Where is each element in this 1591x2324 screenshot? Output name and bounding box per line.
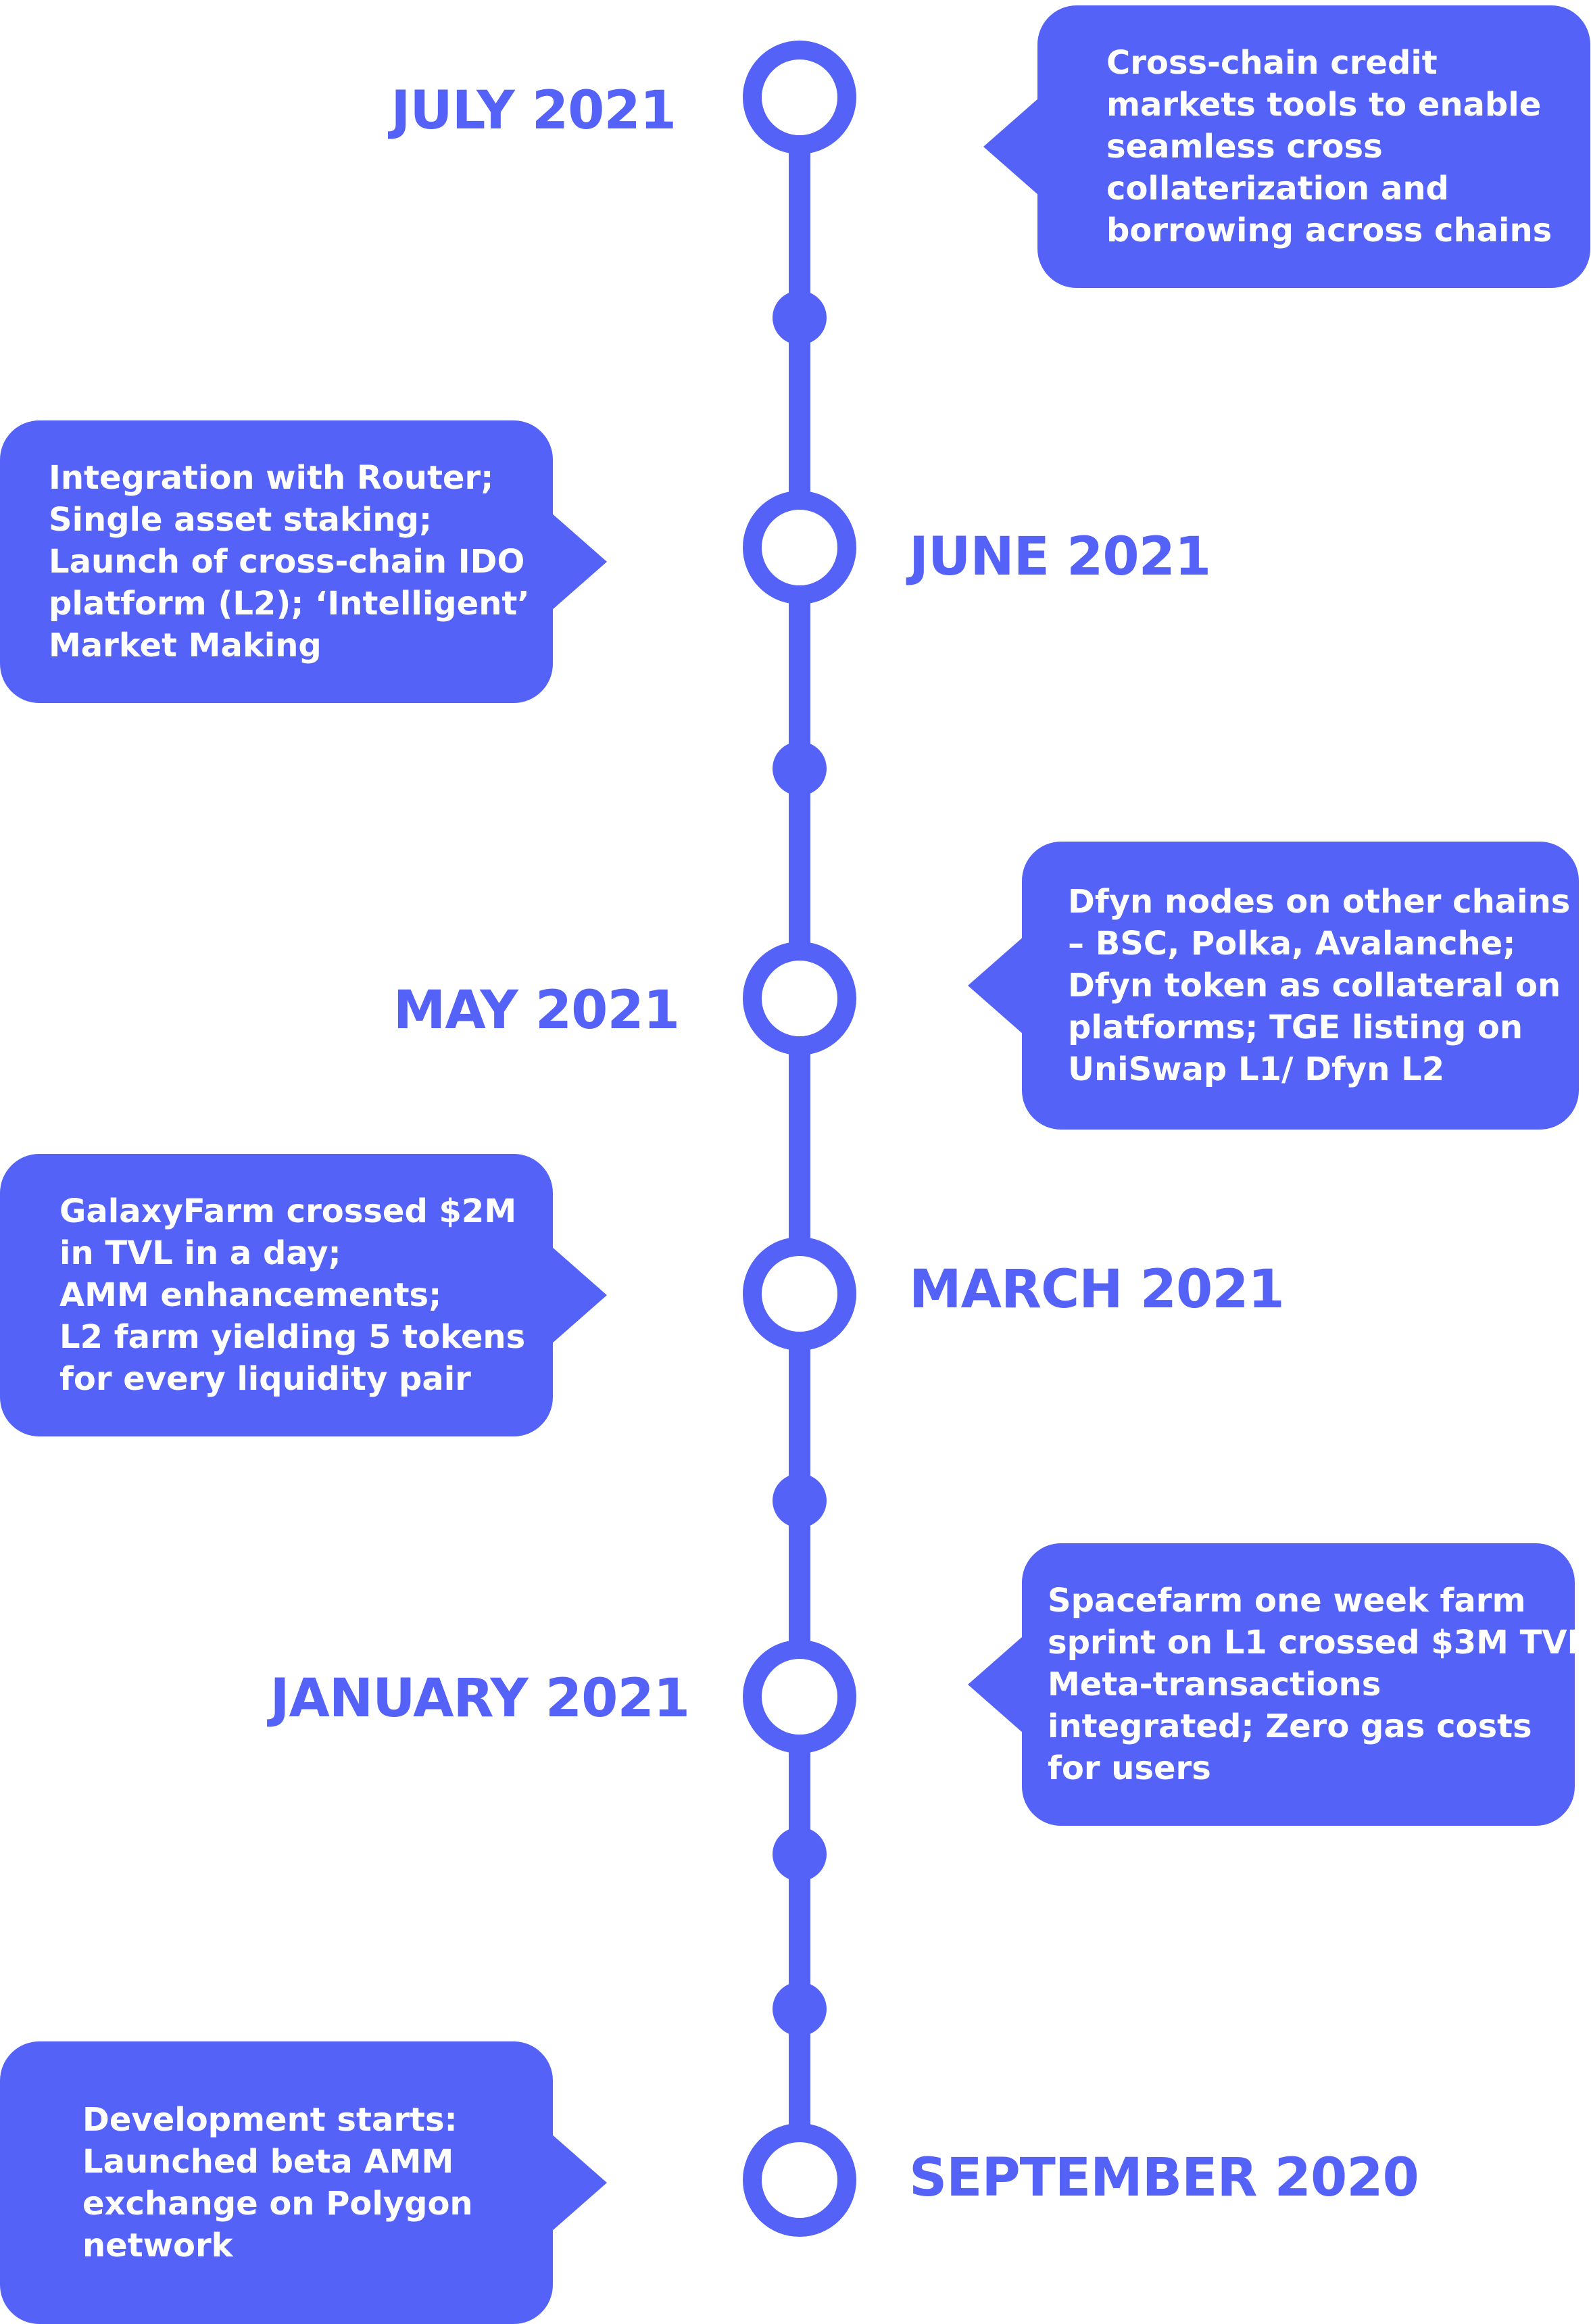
milestone-date-september-2020: SEPTEMBER 2020 bbox=[909, 2148, 1419, 2208]
milestone-card-line: exchange on Polygon bbox=[82, 2185, 473, 2223]
milestone-date-july-2021: JULY 2021 bbox=[391, 80, 677, 141]
milestone-card-june-2021: Integration with Router; Single asset st… bbox=[0, 420, 553, 703]
milestone-card-march-2021: GalaxyFarm crossed $2M in TVL in a day; … bbox=[0, 1154, 553, 1436]
milestone-card-line: Meta-transactions bbox=[1048, 1666, 1381, 1703]
timeline-node-ring bbox=[743, 491, 856, 604]
milestone-card-line: network bbox=[82, 2227, 233, 2265]
milestone-card-line: Spacefarm one week farm bbox=[1048, 1582, 1526, 1620]
milestone-card-line: borrowing across chains bbox=[1106, 212, 1552, 249]
milestone-card-line: Single asset staking; bbox=[49, 501, 433, 539]
timeline-dot bbox=[773, 1827, 827, 1881]
milestone-card-may-2021: Dfyn nodes on other chains – BSC, Polka,… bbox=[1022, 842, 1579, 1130]
milestone-date-june-2021: JUNE 2021 bbox=[909, 527, 1211, 587]
timeline-dot bbox=[773, 1474, 827, 1528]
milestone-card-line: Launch of cross-chain IDO bbox=[49, 543, 525, 581]
milestone-card-line: Market Making bbox=[49, 627, 322, 664]
milestone-card-line: in TVL in a day; bbox=[59, 1234, 341, 1272]
timeline-node-ring bbox=[743, 1237, 856, 1351]
milestone-card-line: markets tools to enable bbox=[1106, 86, 1542, 124]
milestone-card-line: seamless cross bbox=[1106, 128, 1383, 166]
milestone-card-line: Development starts: bbox=[82, 2101, 458, 2139]
milestone-card-line: L2 farm yielding 5 tokens bbox=[59, 1318, 526, 1356]
milestone-card-january-2021: Spacefarm one week farm sprint on L1 cro… bbox=[1022, 1543, 1591, 1826]
milestone-card-line: collaterization and bbox=[1106, 170, 1449, 208]
milestone-card-september-2020: Development starts: Launched beta AMM ex… bbox=[0, 2041, 553, 2324]
timeline-dot bbox=[773, 742, 827, 796]
milestone-card-line: Launched beta AMM bbox=[82, 2143, 454, 2181]
milestone-card-line: Integration with Router; bbox=[49, 459, 494, 497]
timeline-node-ring bbox=[743, 2123, 856, 2237]
milestone-card-line: Cross-chain credit bbox=[1106, 44, 1438, 82]
milestone-date-january-2021: JANUARY 2021 bbox=[270, 1668, 690, 1729]
milestone-date-may-2021: MAY 2021 bbox=[393, 980, 680, 1041]
milestone-card-line: Dfyn token as collateral on bbox=[1068, 967, 1561, 1004]
milestone-date-march-2021: MARCH 2021 bbox=[909, 1259, 1285, 1320]
timeline-node-ring bbox=[743, 942, 856, 1055]
milestone-card-july-2021: Cross-chain credit markets tools to enab… bbox=[1037, 5, 1590, 288]
timeline-dot bbox=[773, 291, 827, 345]
milestone-card-line: for every liquidity pair bbox=[59, 1360, 471, 1398]
timeline-dot bbox=[773, 1982, 827, 2036]
milestone-card-line: UniSwap L1/ Dfyn L2 bbox=[1068, 1050, 1445, 1088]
milestone-card-line: integrated; Zero gas costs bbox=[1048, 1708, 1532, 1745]
milestone-card-line: platform (L2); ‘Intelligent’ bbox=[49, 585, 530, 623]
timeline-node-ring bbox=[743, 1640, 856, 1753]
milestone-card-line: for users bbox=[1048, 1749, 1211, 1787]
milestone-card-line: sprint on L1 crossed $3M TVL; bbox=[1048, 1624, 1591, 1662]
timeline-node-ring bbox=[743, 41, 856, 154]
milestone-card-line: platforms; TGE listing on bbox=[1068, 1009, 1523, 1046]
milestone-card-line: AMM enhancements; bbox=[59, 1276, 442, 1314]
milestone-card-line: – BSC, Polka, Avalanche; bbox=[1068, 925, 1516, 963]
milestone-card-line: Dfyn nodes on other chains bbox=[1068, 883, 1571, 921]
milestone-card-line: GalaxyFarm crossed $2M bbox=[59, 1192, 517, 1230]
